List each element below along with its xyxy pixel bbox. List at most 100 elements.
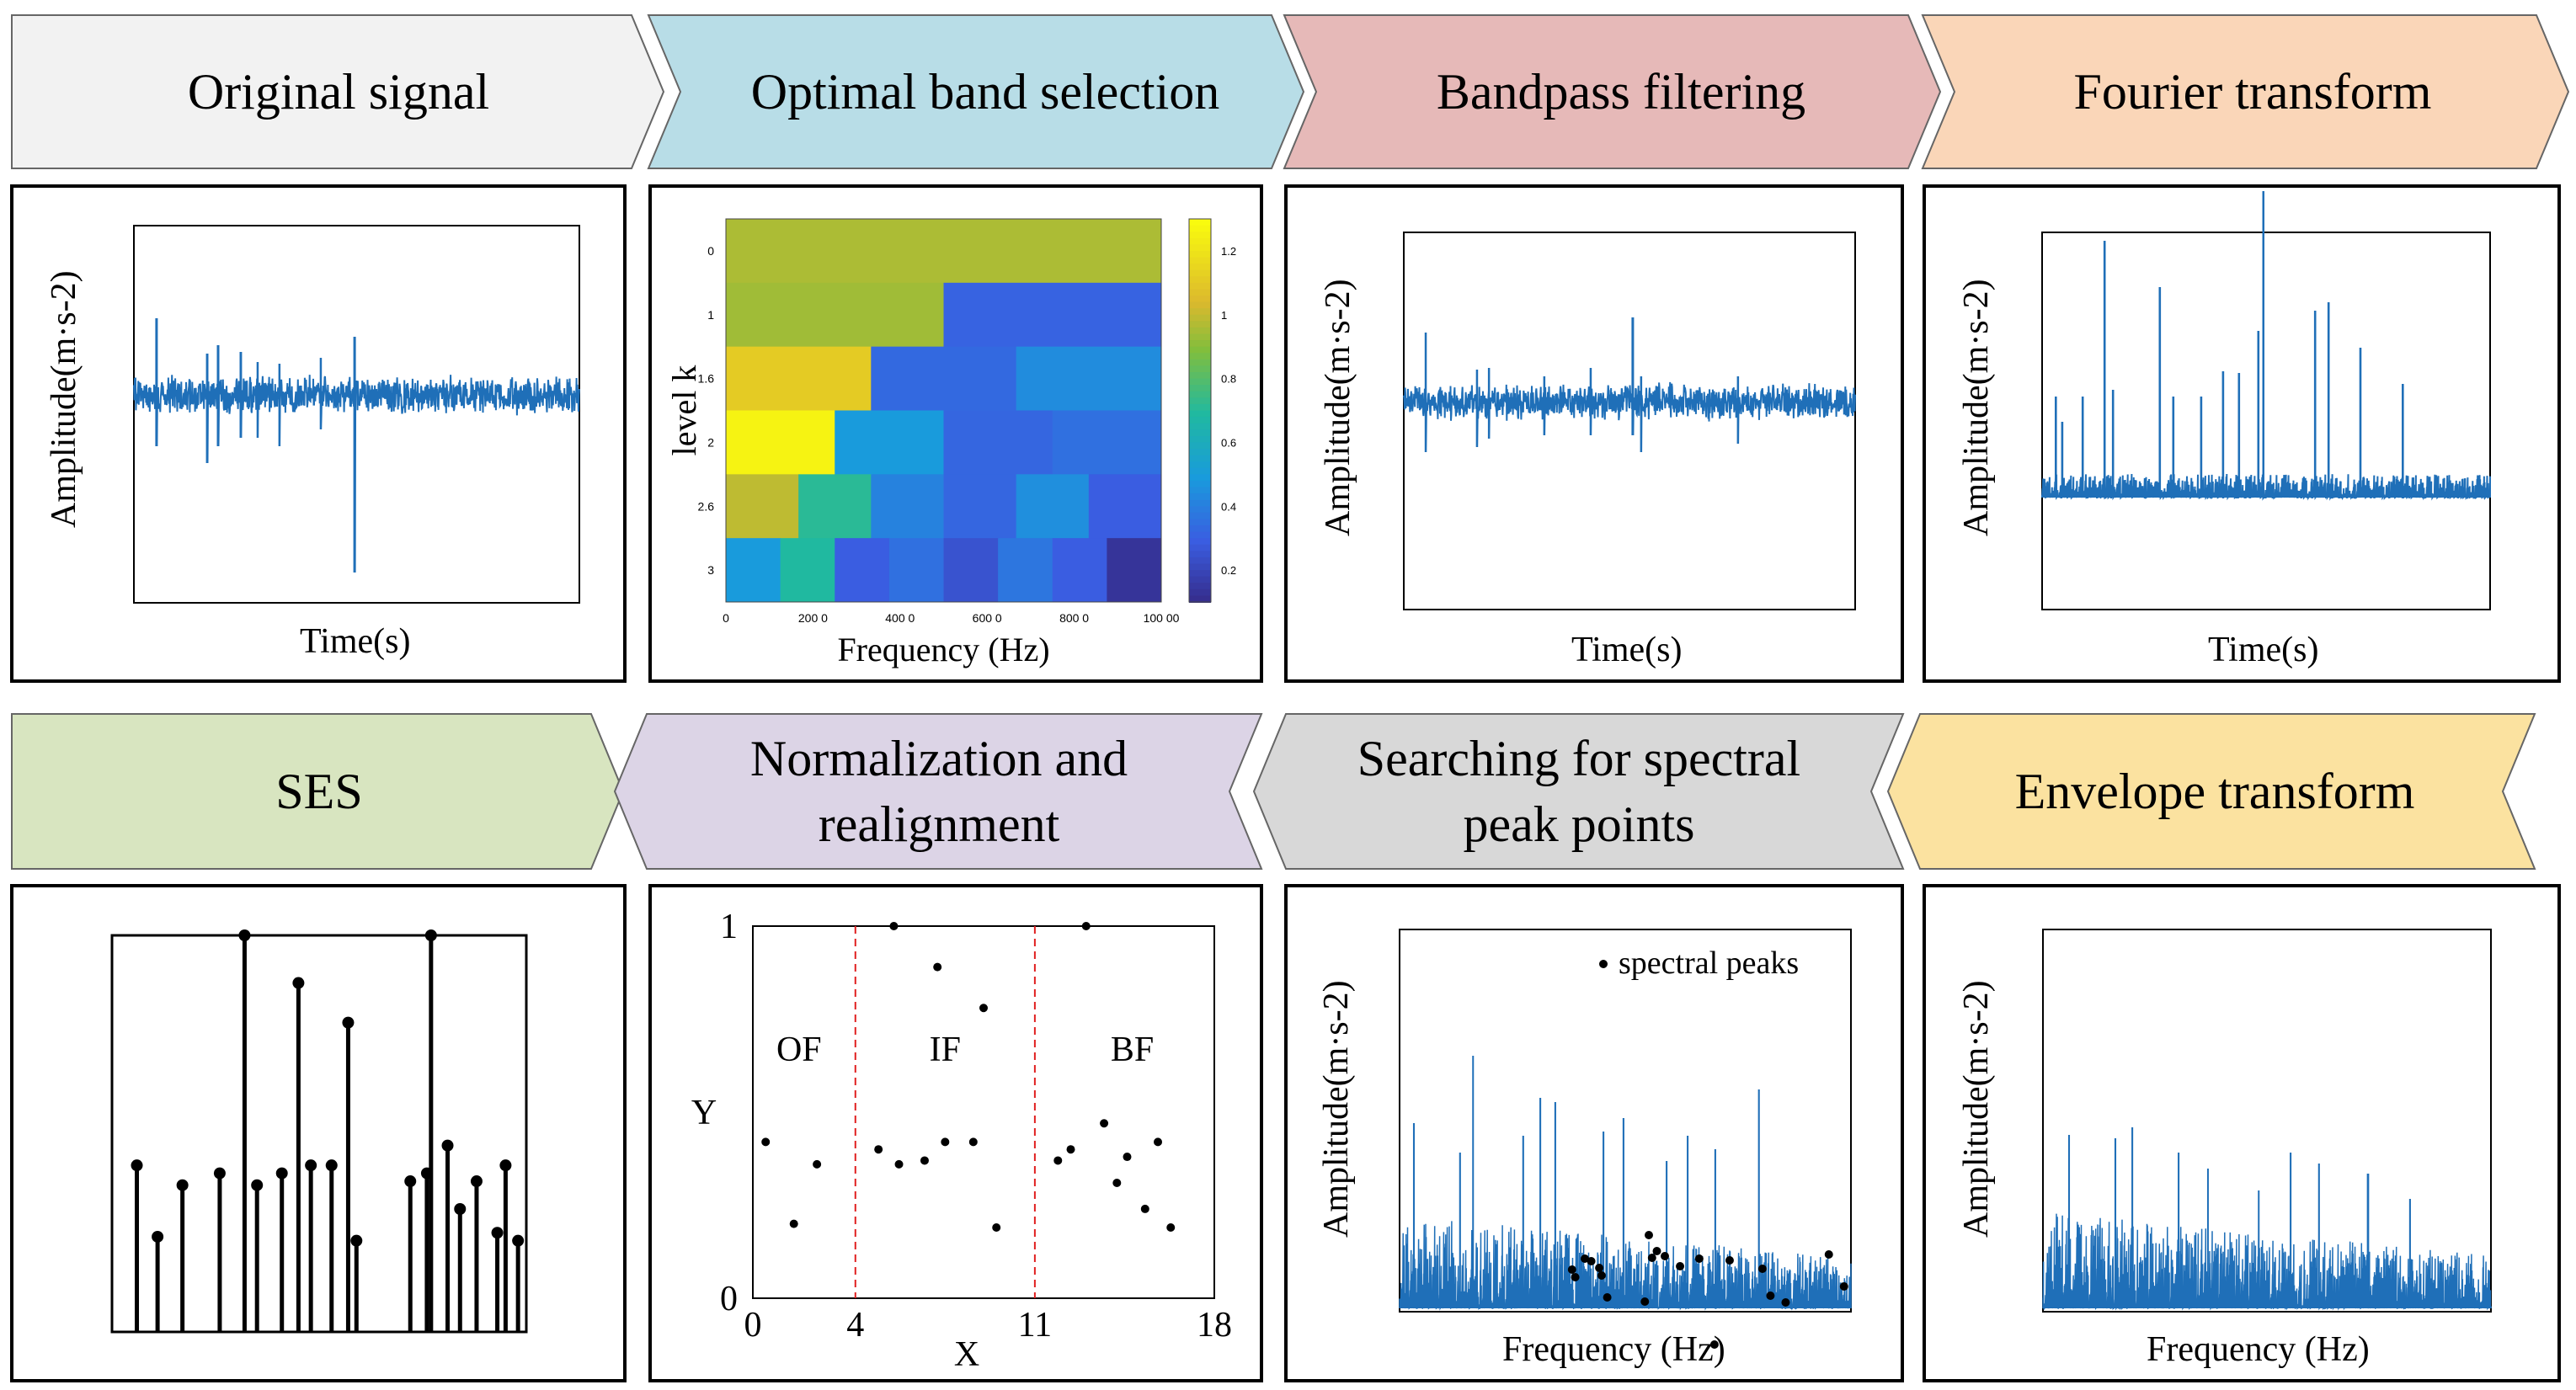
colorbar-segment [1189,244,1211,252]
envelope-plot [2042,929,2492,1313]
kurtogram-cell-5-0 [726,538,781,603]
norm-ytick: 0 [720,1280,738,1318]
step-label-fourier: Fourier transform [1937,15,2568,168]
ses-stem-head-2 [176,1179,189,1191]
colorbar-tick: 0.6 [1221,436,1236,449]
kurtogram-cell-5-6 [1052,538,1107,603]
norm-point-19 [1154,1137,1163,1147]
envelope-plot-frame [2042,929,2492,1313]
colorbar-segment [1189,499,1211,508]
norm-frame [752,925,1215,1299]
envelope-xlabel: Frequency (Hz) [2147,1330,2370,1369]
spectral-peak-12 [1647,1254,1656,1262]
colorbar-segment [1189,576,1211,584]
spectral-peak-17 [1757,1265,1767,1273]
original-signal-trace [133,318,580,573]
colorbar-segment [1189,264,1211,271]
envelope-title: Envelope transform [2014,764,2415,819]
colorbar-tick: 0.4 [1221,500,1236,513]
norm-point-11 [992,1223,1001,1233]
spectral-peak-14 [1694,1254,1704,1263]
region-label-bf: BF [1111,1031,1154,1069]
colorbar-segment [1189,372,1211,380]
original-plot-frame [133,225,580,604]
kurtogram-ytick: 2 [707,435,714,449]
norm-point-18 [1140,1204,1149,1213]
norm-point-14 [1081,922,1091,930]
colorbar-segment [1189,385,1211,392]
arrow-fourier [1921,14,2570,169]
colorbar-frame [1188,218,1212,603]
norm-point-3 [874,1145,883,1154]
step-label-band: Optimal band selection [665,15,1305,168]
kurtogram-xtick: 200 0 [798,611,828,625]
colorbar-segment [1189,289,1211,296]
spectral-peak-7 [1603,1293,1612,1302]
spectral-peak-0 [1587,1257,1596,1265]
fourier-title: Fourier transform [2073,64,2432,120]
kurtogram-cell-3-2 [943,410,1053,475]
panel-fourier: Amplitude(m·s-2) Time(s) [1923,184,2561,683]
norm-point-2 [813,1159,822,1169]
kurtogram-xtick: 400 0 [885,611,915,625]
colorbar-segment [1189,525,1211,533]
colorbar-segment [1189,308,1211,316]
fourier-xlabel: Time(s) [2208,631,2319,669]
spectral-peak-6 [1581,1254,1589,1263]
colorbar-segment [1189,519,1211,526]
norm-point-20 [1166,1223,1176,1233]
spectral-peaks-legend: spectral peaks [1619,945,1800,981]
colorbar-segment [1189,327,1211,335]
panel-envelope: Amplitude(m·s-2) Frequency (Hz) [1923,884,2561,1382]
colorbar-segment [1189,487,1211,495]
original-signal-title: Original signal [187,64,490,120]
spectral-peak-18 [1766,1291,1775,1300]
colorbar-segment [1189,225,1211,233]
spectral-peak-20 [1824,1250,1833,1259]
ses-stem-head-7 [292,977,305,989]
kurtogram-xlabel: Frequency (Hz) [837,631,1049,668]
kurtogram-cell-4-0 [726,474,799,539]
norm-xtick: 11 [1018,1306,1052,1345]
spectral-peak-19 [1781,1298,1790,1307]
bandpass-signal-plot [1403,232,1856,610]
fourier-spectrum-trace [2041,191,2491,501]
ses-stem-plot [110,929,528,1334]
spectral-peak-9 [1676,1262,1685,1270]
spectral-peak-13 [1652,1247,1661,1255]
ses-stem-head-19 [499,1159,512,1172]
colorbar-segment [1189,353,1211,360]
colorbar-segment [1189,365,1211,373]
envelope-spectrum-trace [2042,1127,2492,1311]
norm-point-6 [920,1156,929,1165]
kurtogram-cell-4-4 [1016,474,1090,539]
fourier-plot [2041,191,2491,610]
ses-stem-head-1 [152,1230,164,1243]
colorbar-segment [1189,531,1211,540]
spectral-peak-3 [1571,1273,1580,1281]
ses-stem-head-16 [454,1202,467,1215]
norm-xlabel: X [954,1335,979,1374]
colorbar-segment [1189,493,1211,501]
arrow-ses [11,713,625,870]
colorbar-segment [1189,282,1211,290]
spectral-peak-5 [1595,1264,1604,1272]
step-label-bandpass: Bandpass filtering [1301,15,1941,168]
step-label-normalization: Normalization and realignment [640,714,1238,869]
colorbar-segment [1189,442,1211,450]
colorbar-segment [1189,461,1211,469]
colorbar-segment [1189,595,1211,603]
norm-ytick: 1 [720,908,738,946]
normalization-title-line2: realignment [818,796,1060,852]
colorbar-segment [1189,276,1211,284]
optimal-band-title: Optimal band selection [750,64,1220,120]
legend-peak-marker [1599,960,1608,968]
arrow-normalization [613,713,1263,870]
colorbar-segment [1189,296,1211,303]
kurtogram-xtick: 800 0 [1059,611,1089,625]
kurtogram-ytick: 0 [707,244,714,258]
colorbar-segment [1189,435,1211,444]
panel-original-signal: Amplitude(m·s-2) Time(s) [10,184,627,683]
original-xlabel: Time(s) [300,622,411,661]
